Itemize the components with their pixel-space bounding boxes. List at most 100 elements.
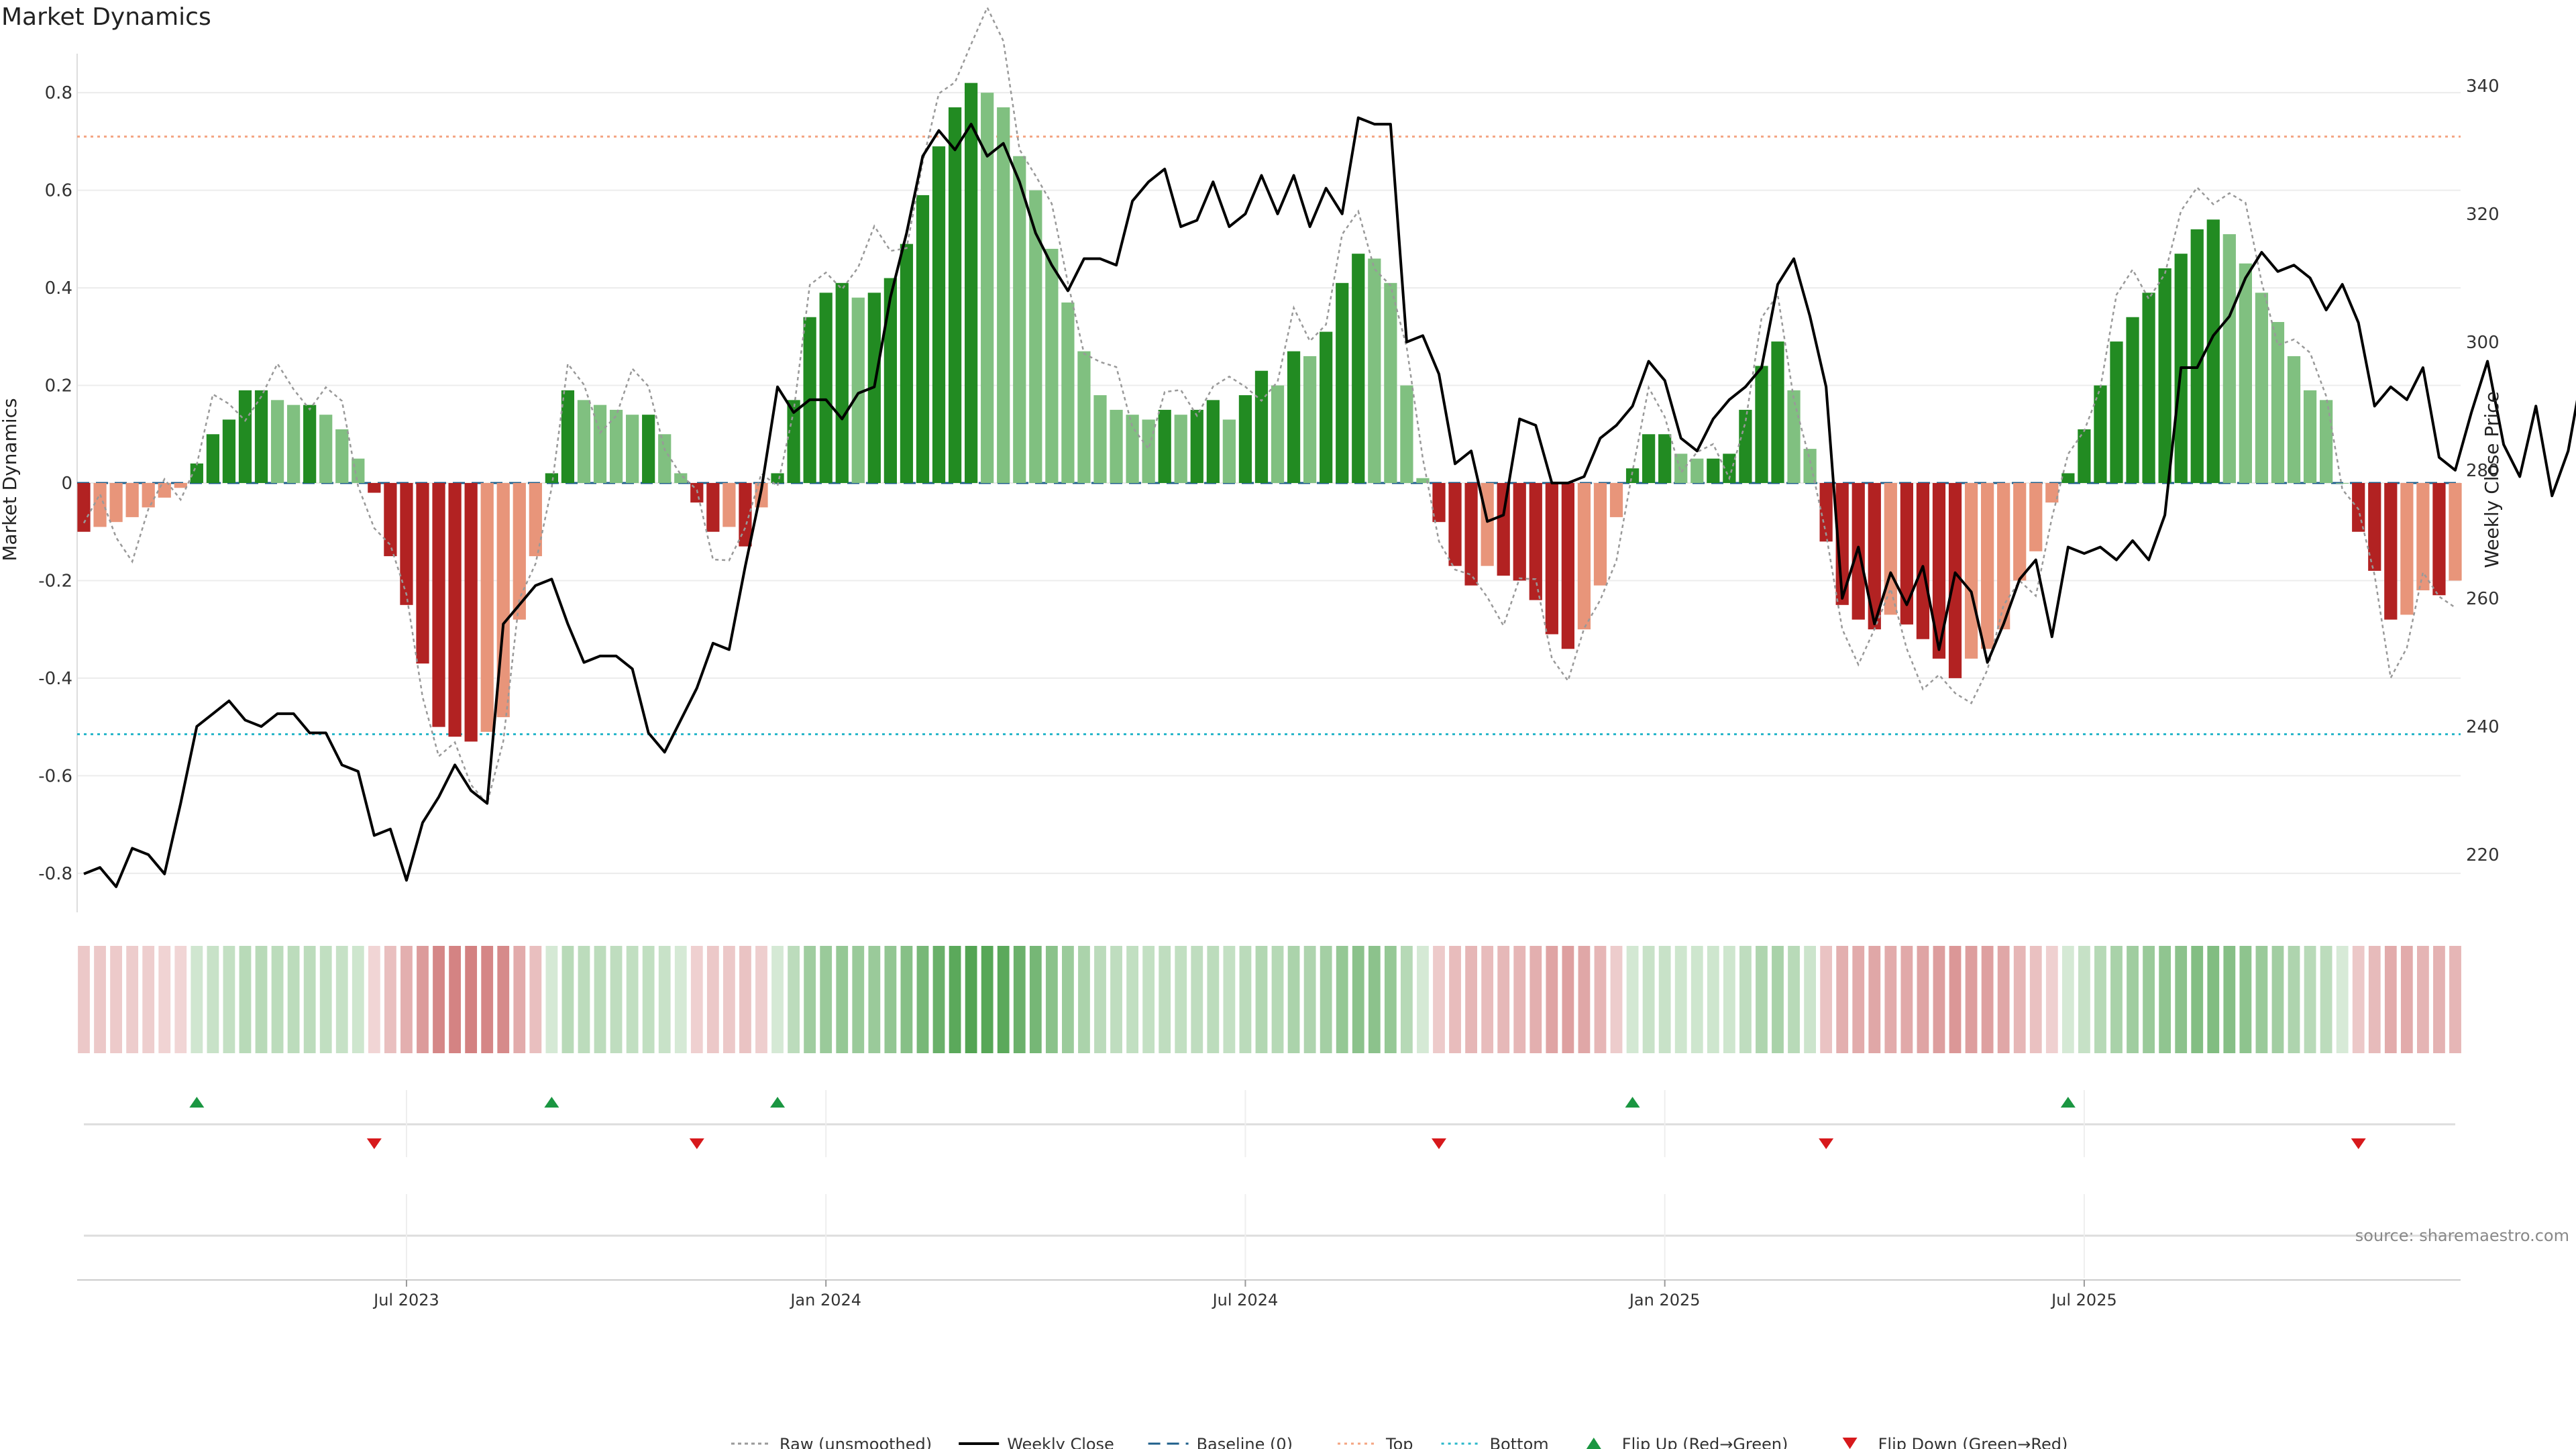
heat-cell bbox=[1546, 946, 1558, 1053]
dynamics-bar bbox=[319, 415, 333, 483]
heat-cell bbox=[1658, 946, 1671, 1053]
dynamics-bar bbox=[2303, 390, 2317, 483]
dynamics-bar bbox=[513, 483, 526, 620]
dynamics-bar bbox=[1964, 483, 1978, 659]
heat-cell bbox=[1578, 946, 1591, 1053]
heat-cell bbox=[2110, 946, 2123, 1053]
dynamics-bar bbox=[1190, 409, 1203, 483]
right-tick-label: 300 bbox=[2466, 333, 2500, 353]
heat-cell bbox=[997, 946, 1010, 1053]
left-tick-label: 0.8 bbox=[45, 83, 72, 103]
dynamics-bar bbox=[2029, 483, 2043, 551]
dynamics-bar bbox=[93, 483, 107, 527]
heat-cell bbox=[2304, 946, 2316, 1053]
dynamics-bar bbox=[1529, 483, 1542, 600]
dynamics-bar bbox=[2142, 292, 2155, 483]
dynamics-bar bbox=[1481, 483, 1494, 566]
dynamics-bar bbox=[254, 390, 268, 483]
heat-cell bbox=[1433, 946, 1445, 1053]
dynamics-bar bbox=[1045, 248, 1059, 483]
x-tick-label: Jan 2025 bbox=[1628, 1291, 1701, 1309]
dynamics-bar bbox=[1368, 258, 1381, 483]
dynamics-bar bbox=[1416, 478, 1430, 483]
dynamics-bar bbox=[303, 405, 317, 483]
dynamics-bar bbox=[222, 419, 236, 483]
right-axis-label: Weekly Close Price bbox=[2481, 391, 2503, 568]
dynamics-bar bbox=[1545, 483, 1558, 635]
heat-cell bbox=[465, 946, 478, 1053]
dynamics-bar bbox=[1077, 351, 1091, 483]
right-tick-label: 340 bbox=[2466, 76, 2500, 97]
heat-cell bbox=[1852, 946, 1865, 1053]
heat-cell bbox=[1142, 946, 1155, 1053]
right-tick-label: 220 bbox=[2466, 845, 2500, 865]
heat-cell bbox=[1401, 946, 1413, 1053]
heat-cell bbox=[1529, 946, 1542, 1053]
dynamics-bar bbox=[609, 409, 623, 483]
dynamics-bar bbox=[1320, 331, 1333, 483]
heat-cell bbox=[1772, 946, 1784, 1053]
left-tick-label: -0.6 bbox=[38, 766, 72, 786]
left-tick-label: 0 bbox=[61, 474, 72, 494]
flip-markers-panel bbox=[84, 1090, 2455, 1157]
dynamics-bar bbox=[577, 400, 591, 483]
dynamics-bar bbox=[2061, 473, 2075, 483]
heat-cell bbox=[1013, 946, 1026, 1053]
heat-cell bbox=[642, 946, 655, 1053]
heat-cell bbox=[1481, 946, 1494, 1053]
x-axis: Jul 2023 Jan 2024 Jul 2024 Jan 2025 Jul 2025 bbox=[77, 1279, 2461, 1309]
heat-cell bbox=[868, 946, 881, 1053]
dynamics-bar bbox=[1400, 385, 1413, 483]
flip-up-marker bbox=[1625, 1097, 1640, 1108]
dynamics-bar bbox=[1513, 483, 1526, 581]
legend-top-label: Top bbox=[1385, 1435, 1413, 1449]
dynamics-bar bbox=[77, 483, 91, 532]
dynamics-bar bbox=[2352, 483, 2365, 532]
heat-cell bbox=[1836, 946, 1849, 1053]
heat-cell bbox=[836, 946, 849, 1053]
heat-cell bbox=[788, 946, 800, 1053]
heat-cell bbox=[2013, 946, 2026, 1053]
dynamics-bar bbox=[722, 483, 736, 527]
heat-cell bbox=[916, 946, 929, 1053]
heat-cell bbox=[1997, 946, 2010, 1053]
heat-cell bbox=[2449, 946, 2461, 1053]
dynamics-bar bbox=[2416, 483, 2430, 590]
x-tick-label: Jul 2023 bbox=[372, 1291, 439, 1309]
dynamics-bar bbox=[464, 483, 478, 742]
left-tick-label: -0.2 bbox=[38, 571, 72, 591]
heat-cell bbox=[433, 946, 445, 1053]
flip-down-marker bbox=[689, 1138, 704, 1149]
dynamics-bar bbox=[109, 483, 123, 523]
dynamics-bar bbox=[1819, 483, 1833, 542]
heat-cell bbox=[900, 946, 913, 1053]
heat-cell bbox=[2143, 946, 2155, 1053]
heat-cell bbox=[2175, 946, 2188, 1053]
dynamics-bar bbox=[400, 483, 413, 605]
heat-cell bbox=[271, 946, 284, 1053]
dynamics-bar bbox=[981, 93, 994, 483]
dynamics-bar bbox=[1932, 483, 1946, 659]
heat-cell bbox=[561, 946, 574, 1053]
heat-cell bbox=[481, 946, 494, 1053]
dynamics-bar bbox=[948, 107, 962, 483]
dynamics-bar bbox=[1884, 483, 1897, 615]
dynamics-bar bbox=[626, 415, 639, 483]
heat-cell bbox=[1642, 946, 1655, 1053]
heat-cell bbox=[2352, 946, 2365, 1053]
x-tick-label: Jan 2024 bbox=[789, 1291, 861, 1309]
dynamics-bar bbox=[1916, 483, 1930, 639]
raw-line bbox=[83, 5, 2456, 806]
dynamics-bar bbox=[1835, 483, 1849, 605]
dynamics-bar bbox=[2045, 483, 2059, 503]
heat-cell bbox=[2094, 946, 2106, 1053]
weekly-close-line bbox=[83, 116, 2576, 888]
heat-cell bbox=[1045, 946, 1058, 1053]
heat-cell bbox=[674, 946, 687, 1053]
heat-cell bbox=[1674, 946, 1687, 1053]
heat-cell bbox=[1078, 946, 1090, 1053]
heat-cell bbox=[2127, 946, 2139, 1053]
heat-cell bbox=[1707, 946, 1719, 1053]
heat-cell bbox=[1175, 946, 1187, 1053]
dynamics-bar bbox=[1013, 156, 1026, 483]
